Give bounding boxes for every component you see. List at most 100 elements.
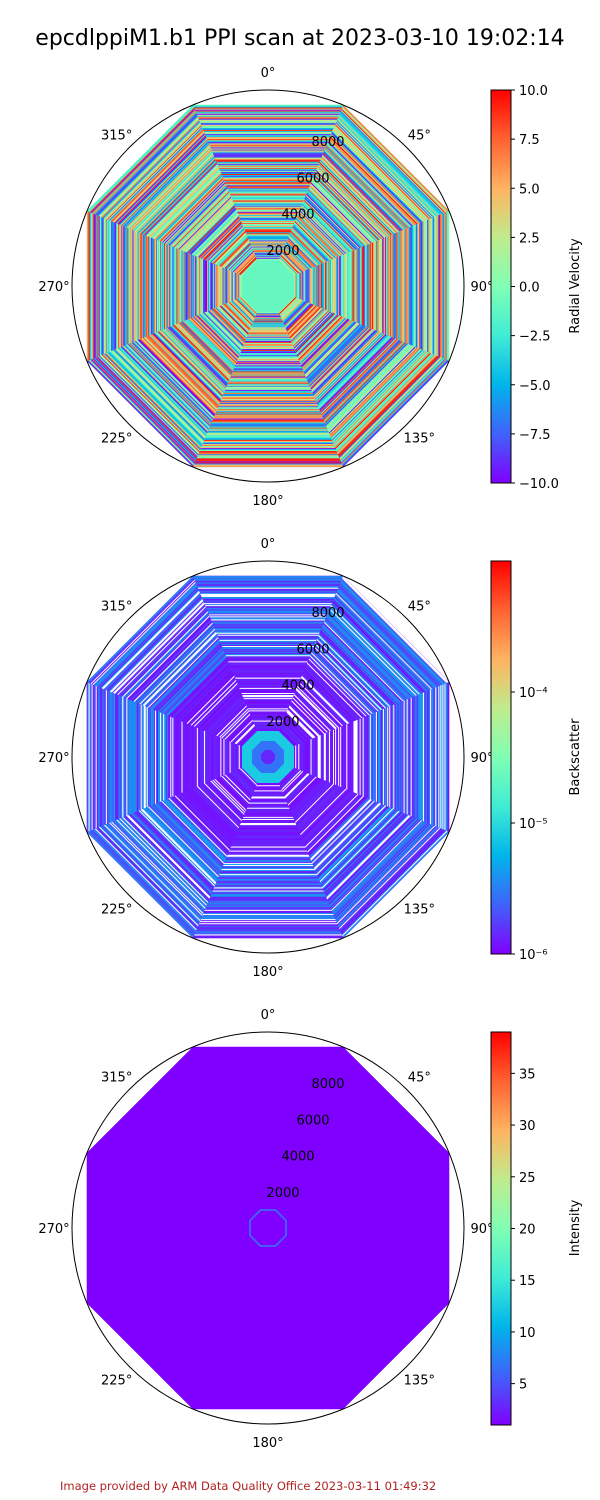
- range-gate-stripe: [311, 800, 376, 865]
- range-gate-stripe: [95, 827, 198, 930]
- range-gate-stripe: [106, 124, 202, 220]
- range-gate-stripe: [300, 789, 348, 837]
- range-gate-stripe: [90, 579, 196, 685]
- range-gate-stripe: [279, 256, 298, 275]
- range-gate-stripe: [110, 350, 204, 444]
- range-gate-stripe: [89, 107, 195, 213]
- range-gate-stripe: [336, 354, 435, 453]
- range-gate-stripe: [227, 302, 252, 327]
- range-gate-stripe: [334, 593, 432, 691]
- range-gate-stripe: [208, 780, 245, 817]
- radial-tick-label: 4000: [281, 679, 314, 694]
- range-gate-stripe: [93, 582, 197, 686]
- range-gate-stripe: [306, 795, 363, 852]
- range-gate-stripe: [223, 303, 251, 331]
- range-gate-stripe: [337, 587, 438, 688]
- range-gate-stripe: [300, 206, 348, 254]
- range-gate-stripe: [139, 157, 216, 234]
- range-gate-stripe: [329, 606, 419, 696]
- range-gate-stripe: [147, 636, 219, 708]
- range-gate-stripe: [129, 342, 212, 425]
- range-gate-stripe: [312, 646, 379, 713]
- range-gate-stripe: [101, 119, 200, 218]
- range-gate-stripe: [282, 249, 305, 272]
- range-gate-stripe: [321, 810, 399, 888]
- range-gate-stripe: [231, 249, 254, 272]
- range-gate-stripe: [145, 634, 219, 708]
- range-gate-stripe: [316, 805, 388, 877]
- range-gate-stripe: [188, 789, 236, 837]
- range-gate-stripe: [339, 112, 442, 215]
- range-gate-stripe: [123, 141, 210, 228]
- range-gate-stripe: [106, 823, 202, 919]
- range-gate-stripe: [285, 774, 312, 801]
- range-gate-stripe: [286, 775, 315, 804]
- range-gate-stripe: [237, 768, 257, 788]
- range-gate-stripe: [89, 830, 195, 936]
- range-gate-stripe: [330, 603, 422, 695]
- range-gate-stripe: [119, 817, 208, 906]
- range-gate-stripe: [165, 654, 227, 716]
- range-gate-stripe: [332, 350, 427, 445]
- range-gate-stripe: [163, 328, 226, 391]
- range-gate-stripe: [170, 796, 229, 855]
- range-gate-stripe: [342, 831, 449, 938]
- range-gate-stripe: [189, 207, 237, 255]
- range-gate-stripe: [307, 325, 366, 384]
- range-gate-stripe: [329, 605, 420, 696]
- range-gate-stripe: [104, 593, 202, 691]
- range-gate-stripe: [204, 782, 243, 821]
- range-gate-stripe: [179, 668, 232, 721]
- polar-axis-frame: [71, 1031, 465, 1425]
- range-gate-stripe: [309, 798, 370, 859]
- range-gate-stripe: [96, 114, 198, 216]
- range-gate-stripe: [283, 246, 308, 271]
- range-gate-stripe: [149, 805, 220, 876]
- range-gate-stripe: [116, 818, 207, 909]
- range-gate-stripe: [168, 657, 228, 717]
- range-gate-stripe: [117, 347, 207, 437]
- range-gate-stripe: [216, 234, 248, 266]
- range-gate-stripe: [174, 795, 230, 851]
- range-gate-stripe: [218, 236, 249, 267]
- range-gate-stripe: [140, 629, 216, 705]
- range-gate-stripe: [312, 177, 377, 242]
- range-gate-stripe: [309, 327, 370, 388]
- radial-tick-label: 8000: [311, 606, 344, 621]
- range-gate-stripe: [192, 787, 238, 833]
- range-gate-stripe: [176, 194, 231, 249]
- radial-tick-label: 6000: [296, 642, 329, 657]
- range-gate-stripe: [144, 336, 218, 410]
- range-gate-stripe: [331, 600, 425, 694]
- range-gate-stripe: [287, 776, 318, 807]
- range-gate-stripe: [175, 664, 231, 720]
- range-gate-stripe: [328, 346, 417, 435]
- range-gate-stripe: [206, 310, 244, 348]
- range-gate-stripe: [98, 355, 199, 456]
- range-gate-stripe: [333, 822, 428, 917]
- range-gate-stripe: [186, 319, 235, 368]
- range-gate-stripe: [314, 642, 383, 711]
- range-gate-stripe: [201, 783, 242, 824]
- range-gate-stripe: [322, 623, 402, 703]
- range-gate-stripe: [210, 779, 246, 815]
- range-gate-stripe: [305, 794, 361, 850]
- range-gate-stripe: [282, 771, 305, 794]
- range-gate-stripe: [322, 340, 401, 419]
- range-gate-stripe: [321, 154, 400, 233]
- range-gate-stripe: [231, 771, 254, 794]
- range-gate-stripe: [203, 311, 243, 351]
- range-gate-stripe: [109, 350, 204, 445]
- theta-tick-label: 225°: [101, 1373, 132, 1388]
- range-gate-stripe: [190, 317, 237, 364]
- range-gate-stripe: [227, 773, 252, 798]
- range-gate-stripe: [132, 621, 213, 702]
- range-gate-stripe: [233, 251, 255, 273]
- range-gate-stripe: [323, 341, 404, 422]
- range-gate-stripe: [216, 306, 248, 338]
- range-gate-stripe: [292, 310, 329, 347]
- range-gate-stripe: [148, 334, 220, 406]
- range-gate-stripe: [143, 632, 218, 707]
- range-gate-stripe: [279, 768, 299, 788]
- range-gate-stripe: [236, 769, 256, 789]
